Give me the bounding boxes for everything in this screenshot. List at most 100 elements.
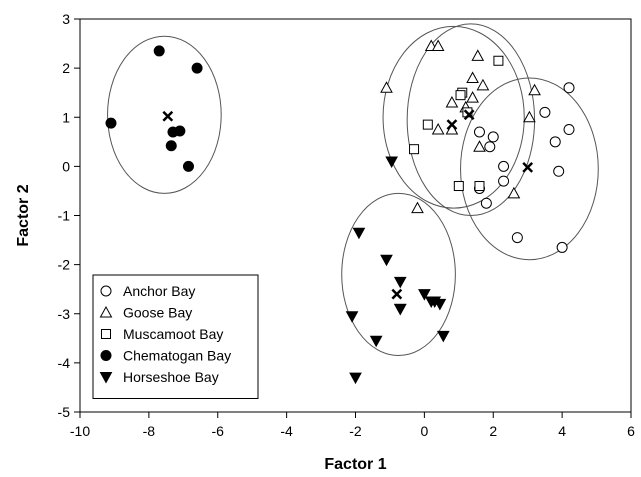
legend-marker-horseshoe-bay	[99, 372, 113, 384]
ellipse-chematogan-bay	[107, 35, 222, 194]
legend-item-chematogan-bay: Chematogan Bay	[100, 348, 231, 364]
centroid-horseshoe-bay	[391, 288, 403, 300]
point-anchor-bay	[556, 241, 568, 253]
ellipse-muscamoot-bay	[406, 23, 536, 216]
y-tick-label: -2	[58, 257, 71, 273]
legend-label: Muscamoot Bay	[123, 326, 223, 342]
point-goose-bay	[476, 78, 490, 91]
legend-label: Chematogan Bay	[123, 348, 231, 364]
point-goose-bay	[411, 201, 424, 214]
x-tick-label: -2	[349, 423, 362, 439]
x-tick-label: 4	[558, 423, 566, 439]
point-horseshoe-bay	[380, 254, 393, 267]
point-chematogan-bay	[174, 125, 186, 137]
legend: Anchor Bay Goose Bay Muscamoot Bay Chematog…	[92, 274, 259, 399]
point-anchor-bay	[480, 197, 492, 209]
centroid-goose-bay	[463, 109, 475, 121]
point-chematogan-bay	[182, 160, 194, 172]
y-tick-label: 1	[62, 109, 70, 125]
point-horseshoe-bay	[393, 276, 407, 289]
point-anchor-bay	[563, 82, 575, 94]
point-goose-bay	[466, 91, 479, 103]
point-horseshoe-bay	[369, 335, 383, 348]
point-goose-bay	[466, 71, 479, 83]
point-goose-bay	[528, 83, 541, 96]
point-muscamoot-bay	[409, 144, 420, 155]
point-horseshoe-bay	[393, 303, 407, 316]
point-goose-bay	[507, 186, 521, 199]
legend-marker-anchor-bay	[100, 285, 112, 297]
x-tick-label: -6	[212, 423, 225, 439]
y-tick-label: 3	[62, 11, 70, 27]
point-horseshoe-bay	[352, 227, 366, 240]
y-tick-label: 0	[62, 158, 70, 174]
legend-label: Horseshoe Bay	[123, 369, 219, 385]
point-goose-bay	[523, 110, 536, 123]
legend-item-muscamoot-bay: Muscamoot Bay	[101, 326, 223, 342]
ellipse-anchor-bay	[460, 77, 599, 261]
x-tick-label: 6	[627, 423, 635, 439]
y-tick-label: -3	[58, 306, 71, 322]
legend-box	[92, 274, 259, 399]
legend-items: Anchor Bay Goose Bay Muscamoot Bay Chematog…	[99, 283, 231, 385]
point-horseshoe-bay	[436, 330, 450, 343]
x-tick-label: -4	[280, 423, 293, 439]
point-muscamoot-bay	[453, 181, 464, 192]
point-goose-bay	[445, 95, 459, 108]
point-goose-bay	[380, 81, 393, 93]
y-tick-label: -5	[58, 404, 71, 420]
point-goose-bay	[431, 122, 445, 135]
centroids-layer	[162, 109, 534, 300]
legend-label: Goose Bay	[123, 305, 192, 321]
legend-item-goose-bay: Goose Bay	[99, 305, 192, 321]
point-anchor-bay	[498, 160, 510, 172]
point-goose-bay	[471, 49, 485, 61]
point-anchor-bay	[511, 232, 523, 244]
point-horseshoe-bay	[345, 311, 359, 323]
x-tick-label: -10	[70, 423, 90, 439]
point-chematogan-bay	[191, 62, 203, 74]
point-anchor-bay	[484, 141, 496, 153]
point-chematogan-bay	[105, 117, 117, 129]
legend-item-anchor-bay: Anchor Bay	[100, 283, 195, 299]
legend-item-horseshoe-bay: Horseshoe Bay	[99, 369, 219, 385]
point-horseshoe-bay	[418, 289, 431, 301]
legend-marker-goose-bay	[99, 305, 113, 318]
ellipse-goose-bay	[382, 25, 525, 209]
point-muscamoot-bay	[474, 181, 485, 192]
x-tick-label: -8	[143, 423, 156, 439]
point-anchor-bay	[553, 165, 565, 177]
y-tick-label: -4	[58, 355, 71, 371]
x-axis-title: Factor 1	[324, 456, 386, 473]
y-tick-label: 2	[62, 60, 70, 76]
point-anchor-bay	[539, 106, 551, 118]
centroid-muscamoot-bay	[446, 119, 458, 131]
ellipse-horseshoe-bay	[341, 192, 456, 357]
points-layer	[105, 39, 575, 385]
x-tick-label: 2	[489, 423, 497, 439]
point-anchor-bay	[487, 131, 499, 143]
point-chematogan-bay	[165, 140, 177, 152]
point-muscamoot-bay	[422, 119, 433, 130]
legend-marker-muscamoot-bay	[101, 329, 111, 339]
point-horseshoe-bay	[349, 372, 362, 385]
y-axis-title: Factor 2	[15, 184, 32, 246]
point-goose-bay	[473, 140, 486, 152]
point-horseshoe-bay	[385, 156, 399, 169]
legend-label: Anchor Bay	[123, 283, 195, 299]
y-tick-label: -1	[58, 208, 71, 224]
point-muscamoot-bay	[493, 55, 504, 66]
point-anchor-bay	[563, 124, 575, 136]
point-anchor-bay	[473, 126, 485, 138]
ellipses-layer	[107, 23, 599, 357]
point-horseshoe-bay	[428, 296, 442, 309]
centroid-anchor-bay	[522, 161, 534, 173]
legend-marker-chematogan-bay	[100, 350, 112, 361]
point-chematogan-bay	[153, 45, 165, 57]
point-anchor-bay	[498, 175, 510, 187]
point-anchor-bay	[549, 136, 561, 148]
point-goose-bay	[431, 39, 445, 52]
point-muscamoot-bay	[455, 90, 466, 101]
